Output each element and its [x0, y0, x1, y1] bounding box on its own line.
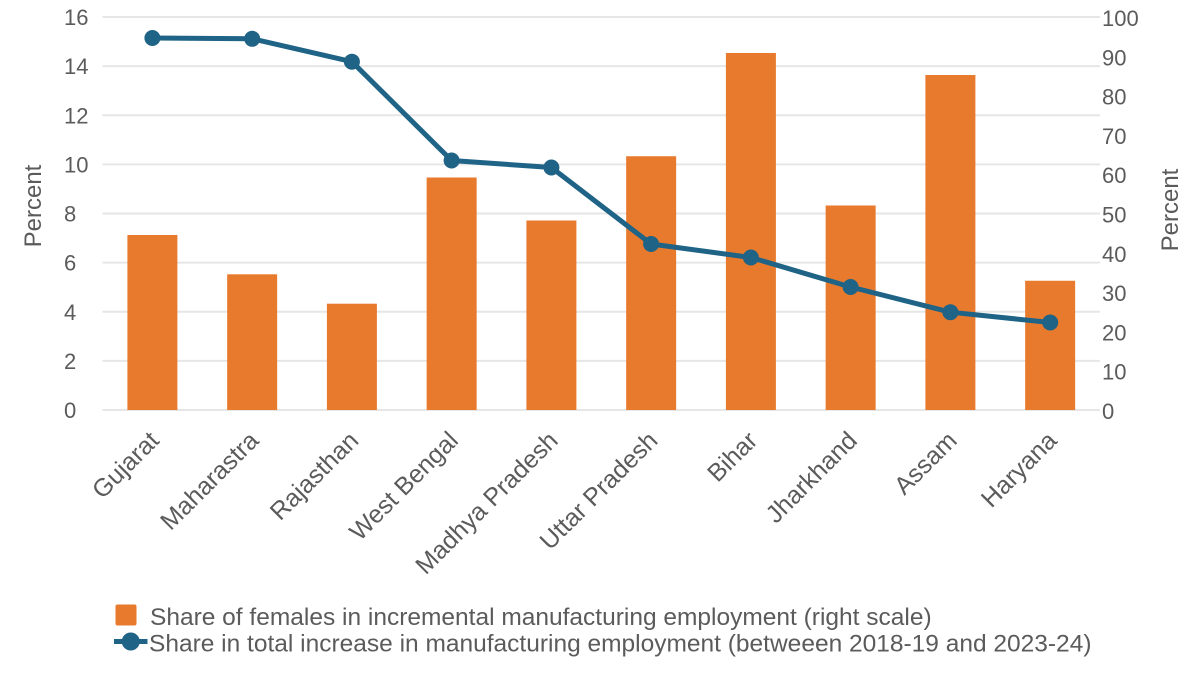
svg-text:0: 0: [64, 398, 76, 423]
svg-text:14: 14: [64, 54, 88, 79]
svg-text:70: 70: [1102, 124, 1126, 149]
svg-text:20: 20: [1102, 320, 1126, 345]
svg-text:10: 10: [64, 152, 88, 177]
svg-text:Share of females in incrementa: Share of females in incremental manufact…: [150, 604, 932, 631]
svg-text:0: 0: [1102, 399, 1114, 424]
svg-text:6: 6: [64, 251, 76, 276]
svg-text:60: 60: [1102, 163, 1126, 188]
svg-text:8: 8: [64, 202, 76, 227]
svg-text:10: 10: [1102, 360, 1126, 385]
svg-text:12: 12: [64, 103, 88, 128]
svg-text:Share in total increase in man: Share in total increase in manufacturing…: [149, 630, 1091, 657]
svg-text:80: 80: [1102, 85, 1126, 110]
svg-text:100: 100: [1102, 6, 1139, 31]
svg-text:Percent: Percent: [20, 164, 47, 247]
svg-text:50: 50: [1102, 203, 1126, 228]
svg-text:Percent: Percent: [1157, 168, 1184, 251]
svg-text:4: 4: [64, 300, 76, 325]
svg-text:30: 30: [1102, 281, 1126, 306]
svg-text:2: 2: [64, 349, 76, 374]
svg-text:90: 90: [1102, 45, 1126, 70]
svg-text:40: 40: [1102, 242, 1126, 267]
svg-text:16: 16: [64, 5, 88, 30]
